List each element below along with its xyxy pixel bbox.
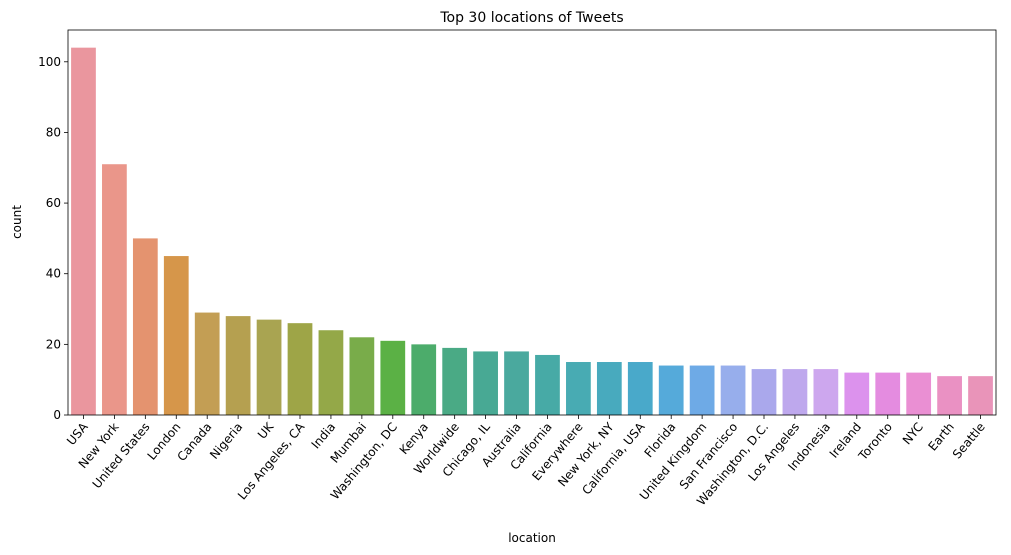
bar-8 bbox=[318, 330, 344, 415]
x-tick-label-29: Seattle bbox=[950, 420, 988, 462]
bar-21 bbox=[720, 365, 746, 415]
bar-28 bbox=[937, 376, 962, 415]
plot-frame bbox=[67, 29, 997, 416]
bar-29 bbox=[968, 376, 993, 415]
bars-group bbox=[71, 47, 993, 415]
bar-10 bbox=[380, 340, 406, 415]
bar-1 bbox=[102, 164, 127, 415]
y-tick-label-1: 20 bbox=[46, 337, 61, 351]
bar-14 bbox=[504, 351, 529, 415]
x-tick-label-0: USA bbox=[64, 419, 91, 448]
bar-20 bbox=[689, 365, 715, 415]
bar-3 bbox=[163, 256, 189, 415]
y-tick-label-0: 0 bbox=[53, 408, 61, 422]
bar-4 bbox=[194, 312, 220, 415]
y-axis-label: count bbox=[10, 205, 24, 239]
bar-24 bbox=[813, 369, 839, 415]
x-axis-label: location bbox=[508, 531, 556, 545]
bar-2 bbox=[132, 238, 158, 415]
bar-15 bbox=[535, 354, 560, 415]
x-tick-label-6: UK bbox=[255, 419, 277, 442]
bar-25 bbox=[844, 372, 870, 415]
bar-18 bbox=[627, 362, 653, 415]
y-axis-ticks: 0 20 40 60 80 100 bbox=[38, 55, 68, 422]
bar-0 bbox=[71, 47, 96, 415]
bar-7 bbox=[287, 323, 313, 415]
bar-22 bbox=[751, 369, 777, 415]
y-tick-label-2: 40 bbox=[46, 267, 61, 281]
x-tick-label-5: Nigeria bbox=[207, 420, 245, 462]
y-tick-label-4: 80 bbox=[46, 125, 61, 139]
bar-17 bbox=[596, 362, 622, 415]
bar-13 bbox=[473, 351, 498, 415]
x-tick-label-8: India bbox=[309, 420, 339, 452]
bar-6 bbox=[256, 319, 282, 415]
chart-title: Top 30 locations of Tweets bbox=[439, 10, 623, 26]
bar-23 bbox=[782, 369, 808, 415]
x-tick-label-27: NYC bbox=[900, 420, 926, 447]
bar-5 bbox=[225, 316, 251, 415]
bar-26 bbox=[875, 372, 901, 415]
y-tick-label-3: 60 bbox=[46, 196, 61, 210]
bar-11 bbox=[411, 344, 437, 415]
bar-27 bbox=[906, 372, 932, 415]
bar-12 bbox=[442, 347, 468, 415]
bar-19 bbox=[658, 365, 684, 415]
bar-16 bbox=[566, 362, 591, 415]
y-tick-label-5: 100 bbox=[38, 55, 61, 69]
bar-9 bbox=[349, 337, 375, 415]
